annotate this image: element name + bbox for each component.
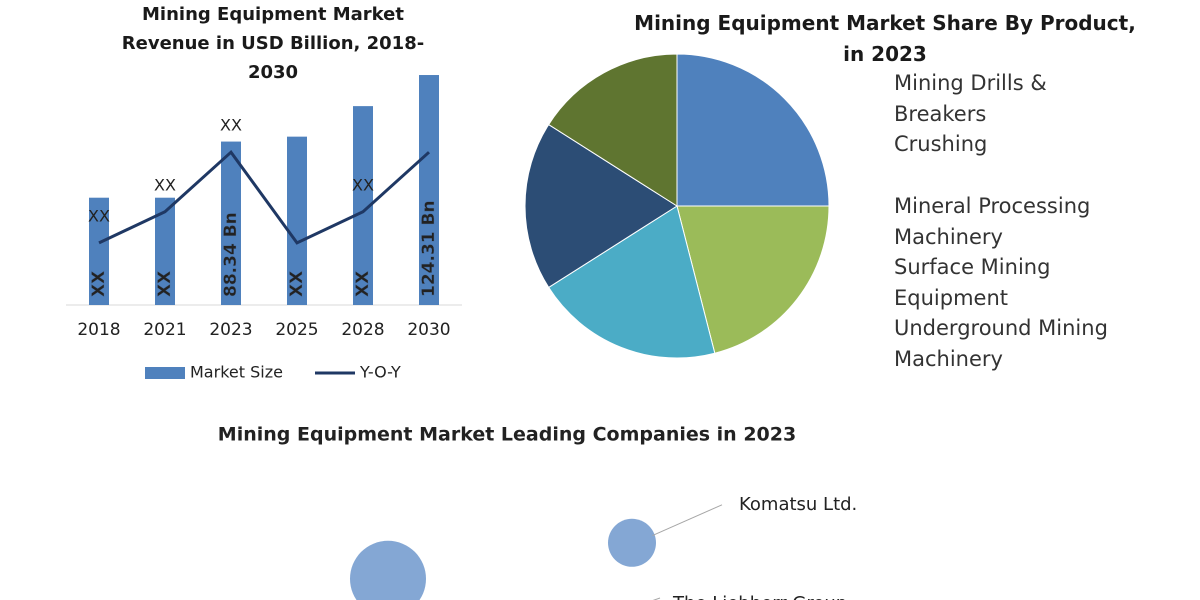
pie-slice — [676, 205, 830, 354]
bar — [89, 197, 109, 305]
data-label: 88.34 Bn — [221, 212, 241, 297]
legend-label: Crushing — [894, 132, 988, 156]
title-line: 2030 — [247, 62, 299, 83]
legend-item: Crushing — [872, 129, 1144, 160]
legend-item: Underground Mining Machinery — [872, 313, 1144, 375]
legend-label: Market Size — [190, 363, 283, 382]
chart-title: Mining Equipment Market Revenue in USD Bi… — [73, 0, 473, 87]
legend-label: Y-O-Y — [359, 363, 401, 382]
data-label: XX — [353, 271, 373, 297]
pie-slice — [524, 123, 678, 289]
data-label: XX — [352, 175, 374, 194]
data-label: XX — [220, 116, 242, 135]
bubble — [350, 540, 426, 600]
bar — [155, 197, 175, 305]
title-line: Mining Equipment Market Share By Product… — [634, 11, 1136, 35]
x-tick-label: 2018 — [77, 320, 120, 340]
title-line: in 2023 — [843, 42, 927, 66]
leader-line — [652, 504, 723, 537]
bubble — [608, 518, 656, 567]
legend-swatch — [145, 367, 185, 379]
data-label: XX — [89, 271, 109, 297]
chart-title: Mining Equipment Market Share By Product… — [585, 8, 1185, 70]
x-tick-label: 2030 — [407, 320, 450, 340]
pie-slice — [676, 53, 830, 207]
leader-line — [652, 597, 661, 600]
legend-item: Mining Drills & Breakers — [872, 68, 1144, 130]
x-tick-label: 2023 — [209, 320, 252, 340]
data-label: 124.31 Bn — [419, 200, 439, 297]
line — [98, 149, 431, 245]
x-tick-label: 2025 — [275, 320, 318, 340]
bar — [221, 141, 241, 305]
data-label: XX — [287, 271, 307, 297]
annotation: The Liebherr Group — [672, 593, 847, 600]
x-tick-label: 2028 — [341, 320, 384, 340]
pie-slice — [547, 205, 716, 359]
legend-item: Mineral Processing Machinery — [872, 191, 1144, 253]
legend-label: Mining Drills & Breakers — [894, 71, 1047, 126]
title-line: Revenue in USD Billion, 2018- — [121, 33, 425, 54]
legend-label: Surface Mining Equipment — [894, 255, 1051, 310]
data-label: XX — [155, 271, 175, 297]
x-tick-label: 2021 — [143, 320, 186, 340]
pie-slice — [547, 53, 678, 207]
bar — [287, 136, 307, 305]
bar — [419, 75, 439, 306]
title-line: Mining Equipment Market — [142, 4, 404, 25]
bar — [353, 106, 373, 305]
chart-title: Mining Equipment Market Leading Companie… — [218, 424, 796, 446]
legend-item: Surface Mining Equipment — [872, 252, 1144, 314]
legend-label: Mineral Processing Machinery — [894, 194, 1091, 249]
bubble-label: Komatsu Ltd. — [739, 494, 857, 515]
data-label: XX — [88, 206, 110, 225]
legend-label: Underground Mining Machinery — [894, 316, 1108, 371]
data-label: XX — [154, 175, 176, 194]
